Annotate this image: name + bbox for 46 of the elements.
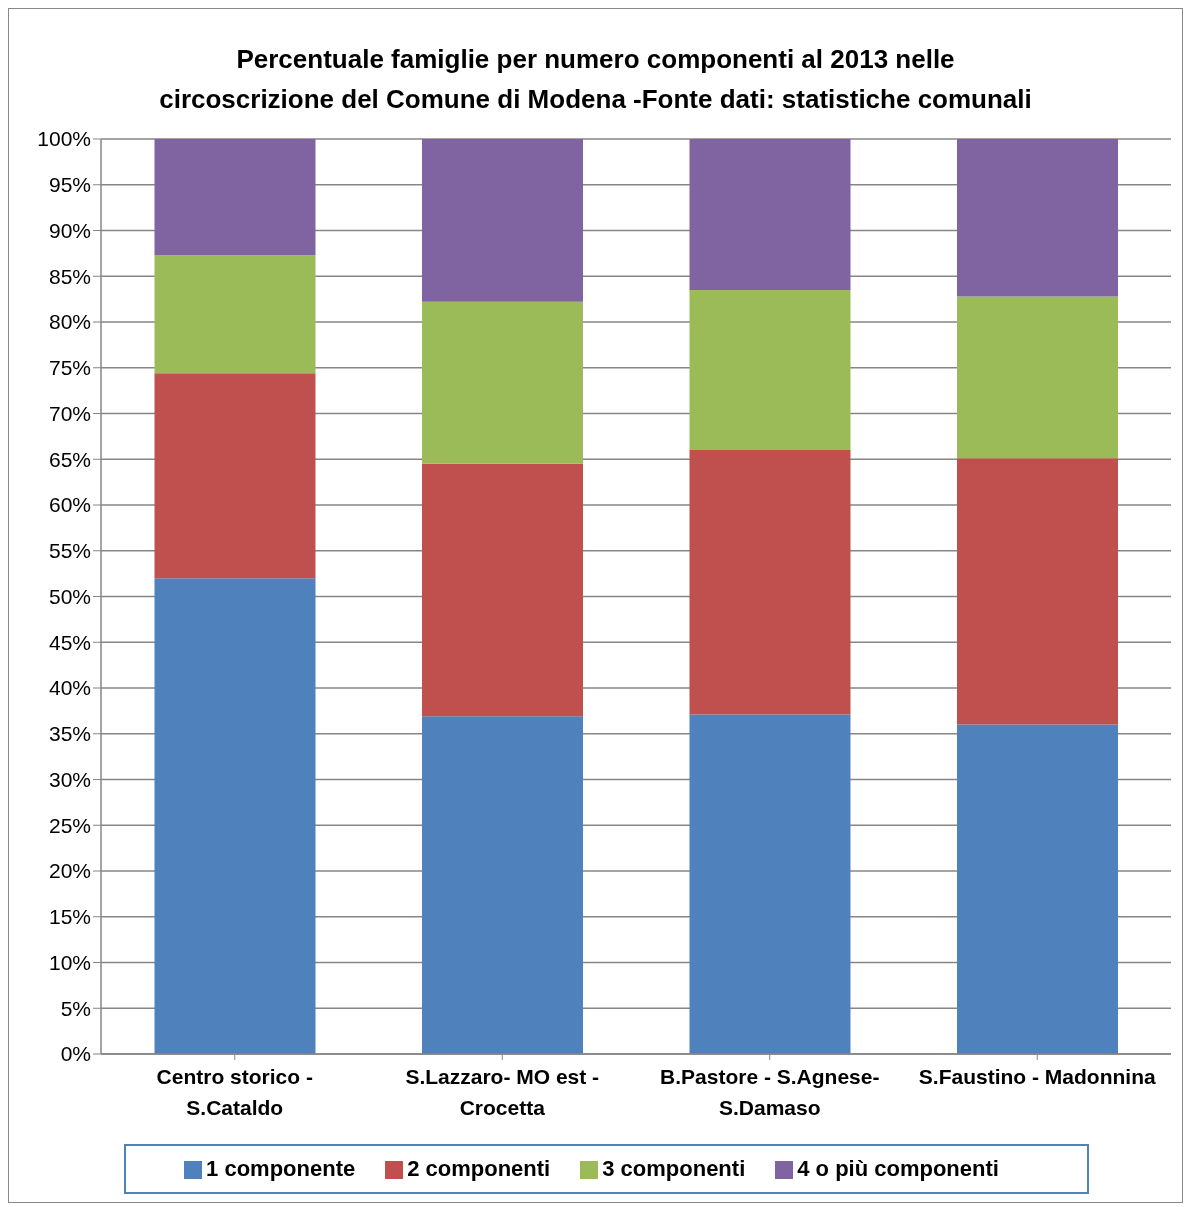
y-tick-label: 40% [48, 676, 91, 700]
x-tick-label: B.Pastore - S.Agnese- S.Damaso [660, 1065, 880, 1119]
y-tick-label: 75% [48, 356, 91, 380]
y-tick-label: 35% [48, 722, 91, 746]
y-tick-label: 100% [37, 127, 91, 151]
bar [689, 139, 851, 290]
y-tick-label: 80% [48, 310, 91, 334]
bar [689, 450, 851, 715]
bar [957, 724, 1118, 1054]
bar [957, 139, 1118, 297]
y-tick-label: 5% [60, 996, 91, 1020]
y-tick-label: 10% [48, 950, 91, 974]
legend-label: 3 componenti [602, 1156, 746, 1181]
bar [154, 578, 316, 1054]
bar [689, 714, 851, 1054]
chart-title: Percentuale famiglie per numero componenti al 2013 nelle circoscrizione del Comune di Modena -Fonte dati: statistiche comunali [158, 43, 1033, 116]
y-tick-label: 85% [48, 264, 91, 288]
x-tick-label: Centro storico - S.Cataldo [156, 1065, 313, 1119]
bar [957, 296, 1118, 459]
bar [422, 301, 583, 464]
y-tick-label: 90% [48, 218, 91, 242]
bar [957, 458, 1118, 725]
legend-label: 2 componenti [407, 1156, 551, 1181]
bar [422, 139, 583, 302]
bar [422, 716, 583, 1054]
legend-label: 4 o più componenti [797, 1156, 999, 1181]
y-tick-label: 30% [48, 767, 91, 791]
y-tick-label: 25% [48, 813, 91, 837]
bar [154, 139, 316, 256]
y-tick-label: 70% [48, 401, 91, 425]
y-tick-label: 45% [48, 630, 91, 654]
x-tick-label: S.Lazzaro- MO est - Crocetta [405, 1065, 600, 1119]
y-tick-label: 15% [48, 905, 91, 929]
y-tick-label: 60% [48, 493, 91, 517]
bar [422, 463, 583, 717]
y-tick-label: 55% [48, 539, 91, 563]
y-tick-label: 0% [60, 1042, 91, 1066]
x-tick-label: S.Faustino - Madonnina [918, 1065, 1156, 1088]
legend-label: 1 componente [206, 1156, 356, 1181]
bar [689, 289, 851, 451]
y-tick-label: 20% [48, 859, 91, 883]
y-tick-label: 50% [48, 584, 91, 608]
y-tick-label: 65% [48, 447, 91, 471]
bar [154, 255, 316, 374]
bar [154, 373, 316, 579]
y-tick-label: 95% [48, 173, 91, 197]
